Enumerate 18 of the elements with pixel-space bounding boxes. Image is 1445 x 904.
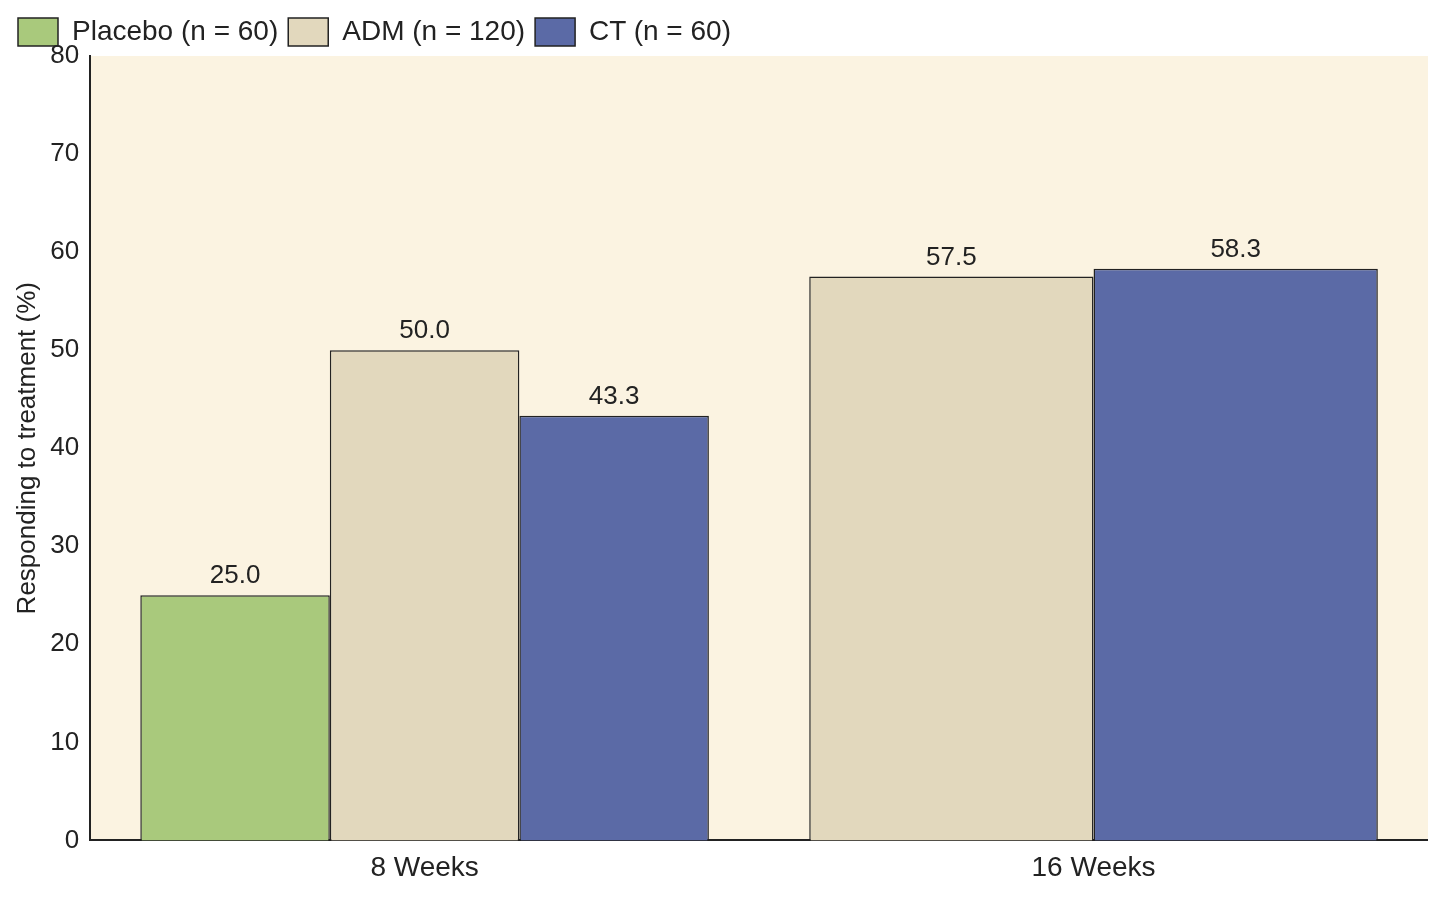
y-tick-label: 30: [50, 529, 80, 560]
data-label: 50.0: [399, 314, 450, 345]
y-tick-label: 0: [64, 823, 80, 854]
y-tick-label: 70: [50, 137, 80, 168]
legend-label: CT (n = 60): [589, 14, 731, 46]
y-tick-label: 40: [50, 431, 80, 462]
data-label: 25.0: [209, 559, 261, 590]
y-tick-label: 20: [50, 627, 80, 658]
legend-label: ADM (n = 120): [342, 14, 526, 46]
y-axis-title: Responding to treatment (%): [10, 282, 41, 615]
data-label: 43.3: [588, 380, 640, 411]
y-tick-label: 60: [50, 235, 80, 266]
y-tick-label: 50: [50, 333, 80, 364]
data-label: 58.3: [1210, 232, 1261, 263]
data-label: 57.5: [926, 240, 977, 271]
x-tick-label: 8 Weeks: [370, 850, 479, 882]
x-tick-label: 16 Weeks: [1031, 850, 1156, 882]
y-tick-label: 10: [50, 725, 80, 756]
